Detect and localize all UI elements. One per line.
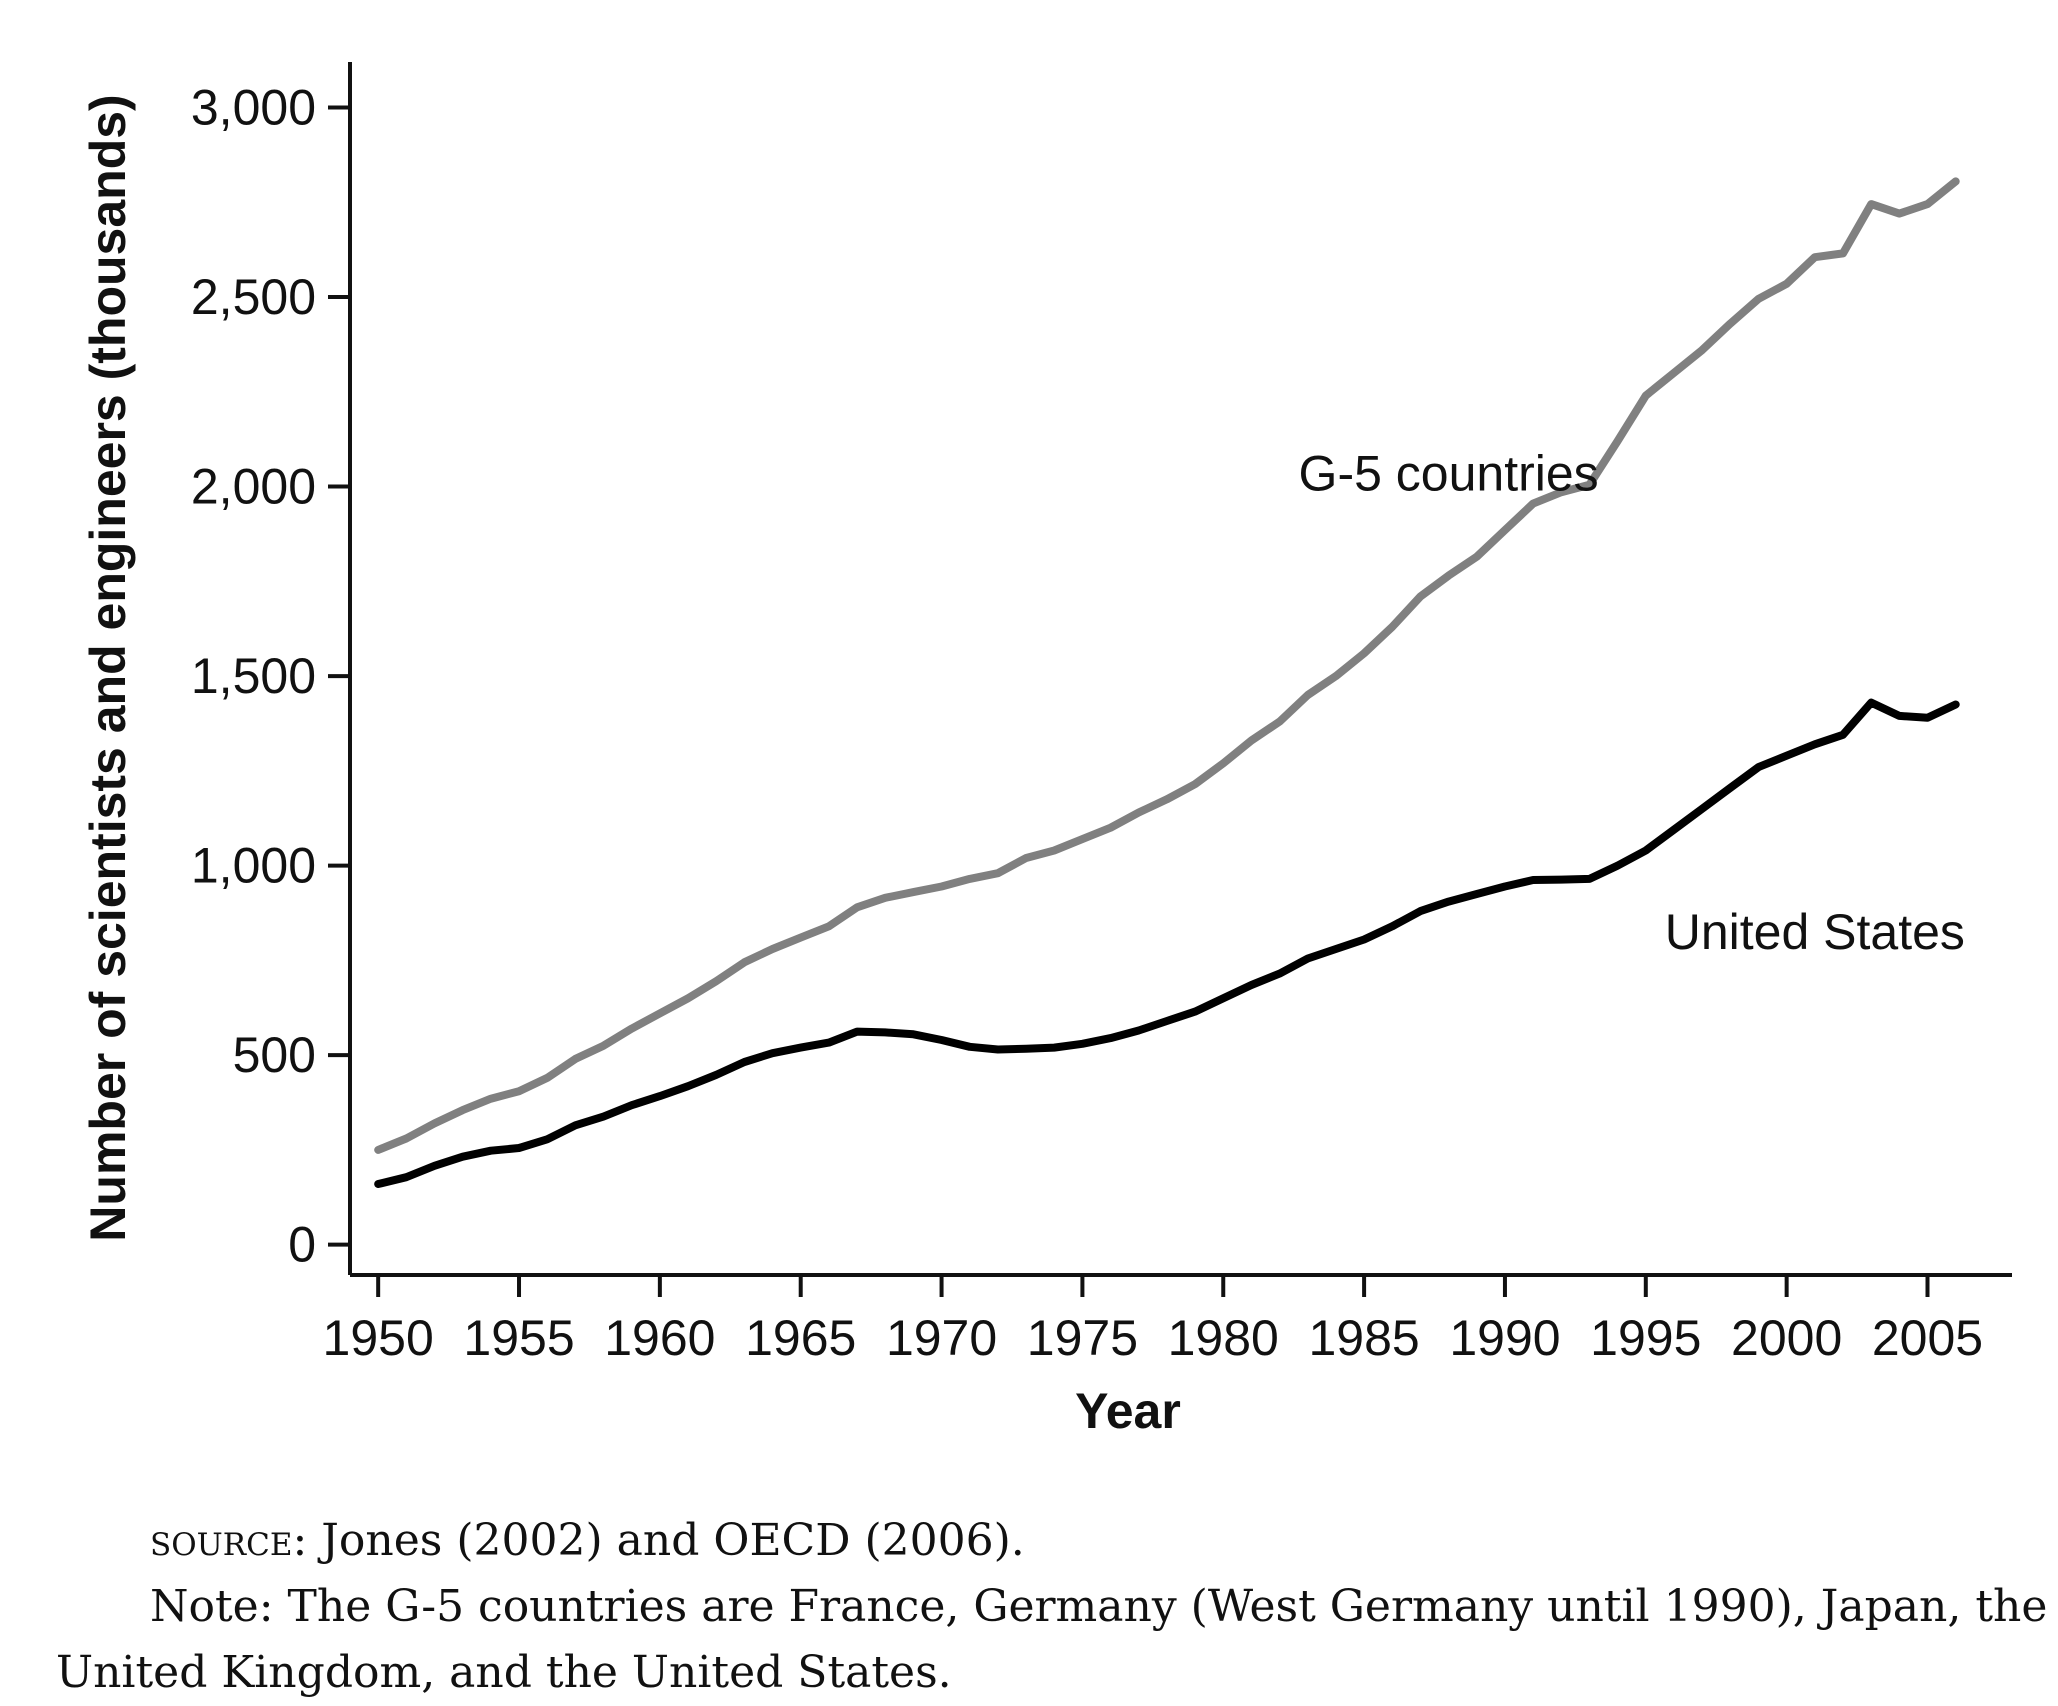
x-tick-label: 2005 bbox=[1872, 1310, 1983, 1366]
x-tick-label: 1995 bbox=[1590, 1310, 1701, 1366]
y-tick-label: 2,000 bbox=[191, 459, 316, 515]
y-axis-title: Number of scientists and engineers (thou… bbox=[80, 94, 136, 1241]
y-axis-ticks: 0 500 1,000 1,500 2,000 2,500 3,000 bbox=[191, 79, 350, 1273]
series-label-g-5-countries: G-5 countries bbox=[1299, 445, 1599, 501]
x-tick-label: 1990 bbox=[1449, 1310, 1560, 1366]
x-tick-label: 1980 bbox=[1168, 1310, 1279, 1366]
series-line-united-states bbox=[374, 698, 1960, 1188]
x-tick-label: 1950 bbox=[323, 1310, 434, 1366]
x-tick-label: 1970 bbox=[886, 1310, 997, 1366]
y-tick-label: 500 bbox=[233, 1027, 316, 1083]
series-layer bbox=[374, 177, 1960, 1188]
x-tick-label: 1960 bbox=[604, 1310, 715, 1366]
y-tick-label: 1,000 bbox=[191, 838, 316, 894]
x-tick-label: 1955 bbox=[463, 1310, 574, 1366]
x-axis-title: Year bbox=[1075, 1383, 1181, 1439]
y-tick-label: 3,000 bbox=[191, 79, 316, 135]
y-tick-label: 0 bbox=[288, 1217, 316, 1273]
y-tick-label: 1,500 bbox=[191, 648, 316, 704]
source-text: : Jones (2002) and OECD (2006). bbox=[292, 1515, 1025, 1566]
y-axis: 0 500 1,000 1,500 2,000 2,500 3,000 bbox=[191, 62, 352, 1275]
x-tick-label: 1965 bbox=[745, 1310, 856, 1366]
x-axis-ticks: 1950 1955 1960 1965 1970 1975 1980 1985 1990 1995… bbox=[323, 1275, 1983, 1366]
x-tick-label: 1985 bbox=[1308, 1310, 1419, 1366]
x-tick-label: 1975 bbox=[1027, 1310, 1138, 1366]
series-line-g-5-countries bbox=[374, 177, 1960, 1154]
note-caption-line2: United Kingdom, and the United States. bbox=[56, 1647, 952, 1698]
x-tick-label: 2000 bbox=[1731, 1310, 1842, 1366]
source-prefix: source bbox=[150, 1515, 293, 1566]
y-tick-label: 2,500 bbox=[191, 269, 316, 325]
source-caption: source: Jones (2002) and OECD (2006). bbox=[150, 1508, 1025, 1574]
x-axis: 1950 1955 1960 1965 1970 1975 1980 1985 1990 1995… bbox=[323, 1273, 2012, 1366]
series-label-united-states: United States bbox=[1665, 904, 1965, 960]
note-caption-line1: Note: The G-5 countries are France, Germ… bbox=[150, 1581, 2048, 1632]
series-labels: G-5 countries United States bbox=[1299, 445, 1965, 960]
